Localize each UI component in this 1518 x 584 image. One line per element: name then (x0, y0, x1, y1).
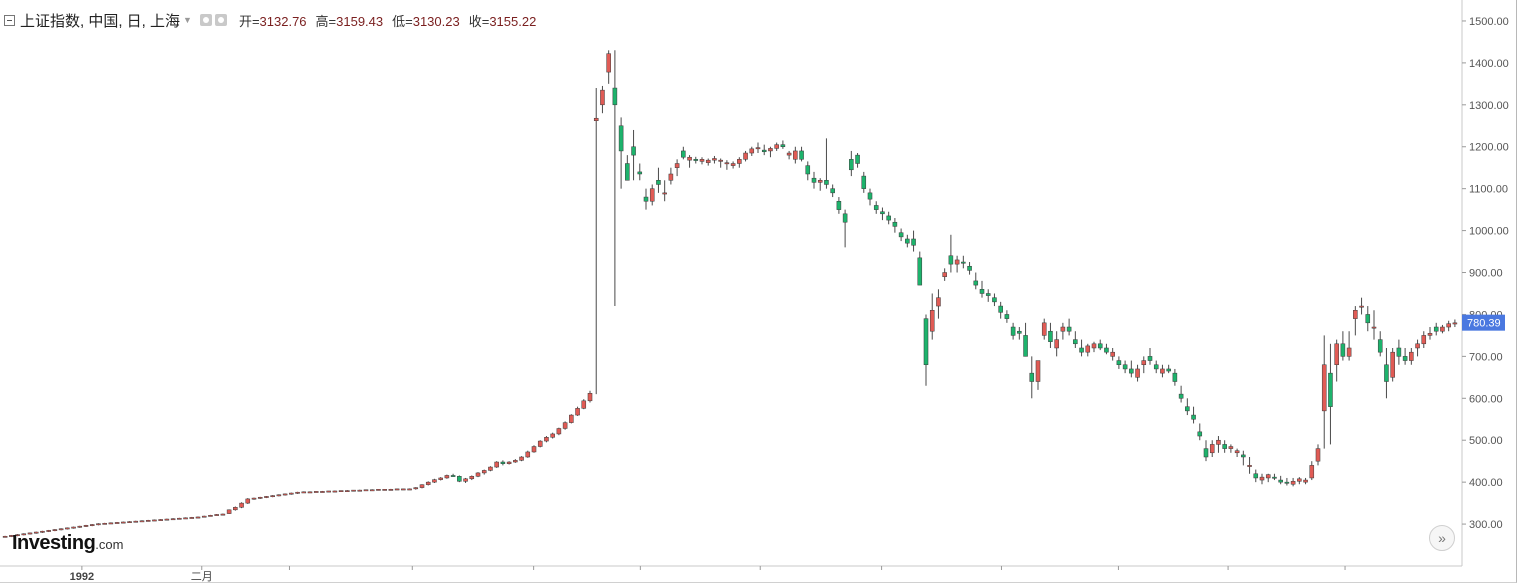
ohlc-low: 低=3130.23 (392, 11, 460, 30)
ohlc-close-label: 收= (468, 13, 490, 29)
ohlc-close: 收=3155.22 (469, 11, 537, 30)
collapse-icon[interactable] (4, 14, 15, 26)
ohlc-close-value: 3155.22 (489, 13, 537, 29)
gear-icon[interactable] (214, 14, 227, 26)
symbol-title[interactable]: 上证指数, 中国, 日, 上海 (20, 12, 181, 30)
logo-suffix-text: .com (95, 537, 124, 552)
ohlc-low-value: 3130.23 (412, 13, 460, 29)
ohlc-high-label: 高= (315, 13, 337, 29)
ohlc-open-label: 开= (238, 13, 260, 29)
ohlc-high-value: 3159.43 (336, 13, 384, 29)
investing-logo: Investing .com (12, 532, 123, 555)
scroll-to-latest-button[interactable]: » (1429, 525, 1455, 551)
logo-main-text: Investing (12, 532, 96, 554)
legend-bar: 上证指数, 中国, 日, 上海 ▼ 开=3132.76 高=3159.43 低=… (4, 10, 536, 30)
ohlc-high: 高=3159.43 (316, 11, 384, 30)
ohlc-open-value: 3132.76 (259, 13, 307, 29)
ohlc-open: 开=3132.76 (239, 11, 307, 30)
ohlc-low-label: 低= (392, 13, 413, 29)
chevron-down-icon[interactable]: ▼ (183, 15, 192, 25)
eye-icon[interactable] (199, 14, 212, 26)
